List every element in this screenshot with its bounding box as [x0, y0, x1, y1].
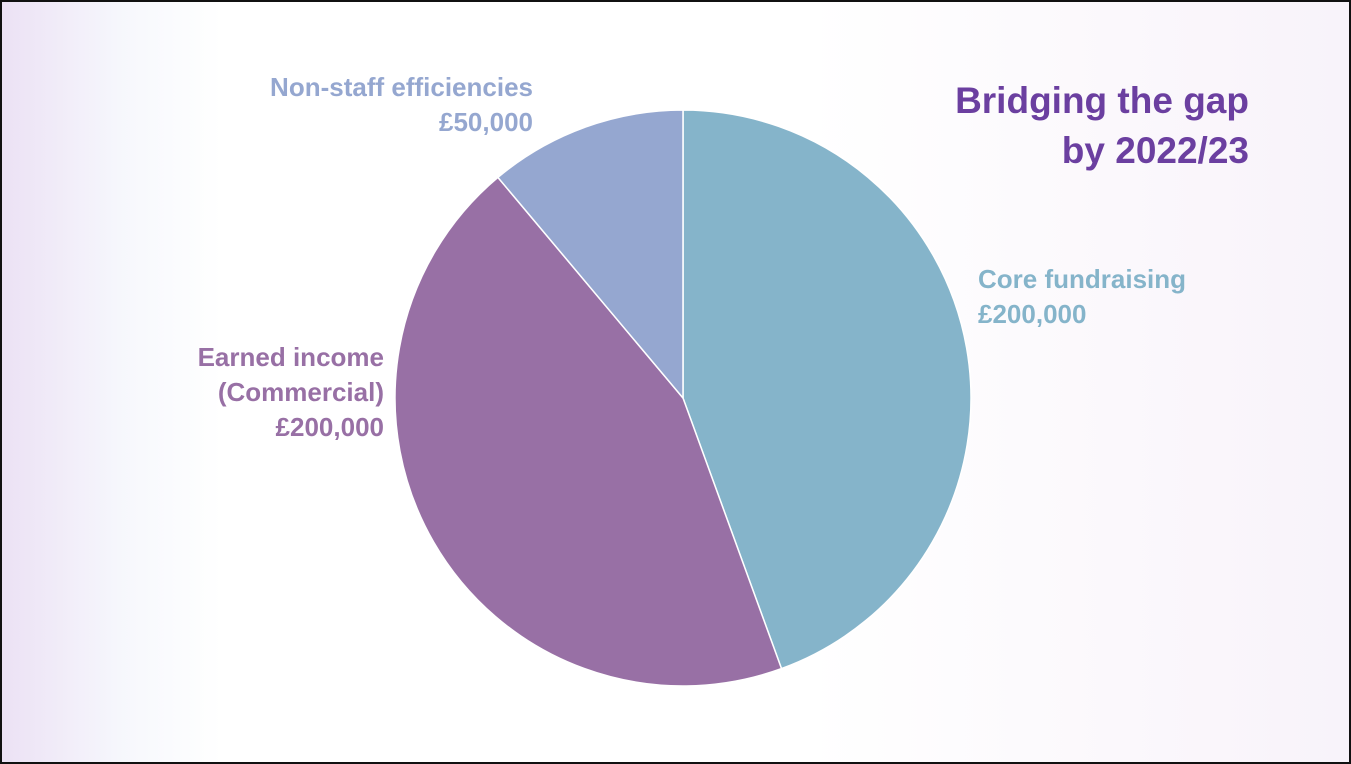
category-label: Non-staff efficiencies	[270, 72, 533, 102]
value-label: £200,000	[978, 299, 1087, 329]
value-label: £200,000	[275, 412, 384, 442]
pie-slice	[394, 176, 783, 687]
category-label: Core fundraising	[978, 264, 1187, 294]
pie-slice	[496, 109, 684, 401]
pie-slice	[682, 109, 972, 670]
value-label: £50,000	[439, 107, 533, 137]
category-label: Earned income (Commercial)	[197, 342, 384, 407]
chart-title: Bridging the gap by 2022/23	[955, 80, 1249, 171]
slice-label: Core fundraising £200,000	[978, 262, 1186, 332]
slice-label: Non-staff efficiencies £50,000	[270, 70, 533, 140]
slice-label: Earned income (Commercial) £200,000	[198, 340, 384, 445]
